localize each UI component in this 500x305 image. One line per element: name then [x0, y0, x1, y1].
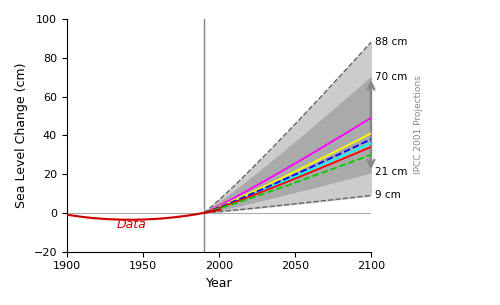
Text: Data: Data [117, 218, 146, 231]
Text: 88 cm: 88 cm [375, 37, 408, 47]
Text: 70 cm: 70 cm [375, 72, 407, 82]
Y-axis label: Sea Level Change (cm): Sea Level Change (cm) [15, 63, 28, 208]
Text: IPCC 2001 Projections: IPCC 2001 Projections [414, 75, 423, 174]
X-axis label: Year: Year [206, 277, 232, 290]
Text: 9 cm: 9 cm [375, 191, 400, 200]
Text: 21 cm: 21 cm [375, 167, 408, 177]
